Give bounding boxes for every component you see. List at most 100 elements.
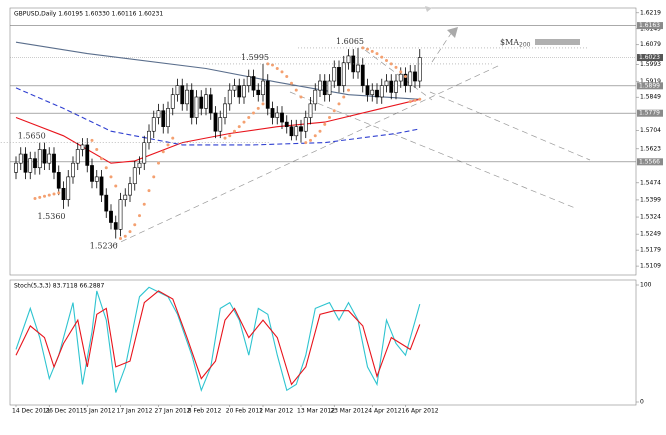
sar-dot: [95, 147, 99, 151]
x-tick-label: 13 Mar 2012: [297, 408, 335, 415]
candle-body: [185, 89, 189, 105]
sar-dot: [233, 129, 236, 133]
sar-dot: [347, 88, 350, 92]
candle-body: [213, 112, 218, 132]
x-tick-label: 8 Feb 2012: [188, 408, 222, 415]
candle-body: [394, 80, 398, 93]
stoch-tick-label: 0: [640, 399, 644, 406]
sar-dot: [385, 58, 388, 62]
sar-dot: [100, 157, 103, 161]
sar-dot: [223, 136, 227, 140]
sar-dot: [399, 70, 403, 74]
sar-dot: [266, 62, 270, 66]
candle-body: [365, 85, 370, 96]
candle-body: [294, 126, 299, 137]
x-tick-label: 23 Mar 2012: [330, 408, 368, 415]
x-tick-label: 17 Jan 2012: [117, 408, 153, 415]
sar-dot: [304, 141, 308, 145]
candle-body: [370, 89, 375, 96]
candle-body: [151, 117, 156, 132]
candle-body: [337, 67, 341, 86]
level-box: [637, 82, 663, 90]
candle-body: [341, 62, 346, 86]
x-tick-label: 5 Jan 2012: [83, 408, 115, 415]
sar-dot: [271, 63, 274, 67]
candle-body: [246, 76, 251, 86]
sar-dot: [332, 109, 336, 113]
candle-body: [33, 158, 37, 169]
x-tick-label: 4 Apr 2012: [368, 408, 401, 415]
chart-title: GBPUSD,Daily 1.60195 1.60330 1.60116 1.6…: [14, 11, 163, 18]
candle-body: [189, 89, 194, 118]
candle-body: [61, 187, 66, 200]
sar-dot: [237, 125, 241, 129]
sar-dot: [342, 95, 346, 99]
x-tick-label: 1 Mar 2012: [259, 408, 293, 415]
y-tick-label: 1.5324: [640, 214, 661, 221]
candle-body: [261, 80, 265, 96]
sar-dot: [280, 70, 284, 74]
stoch-title: Stoch(5,3,3) 83.7118 66.2887: [14, 283, 105, 290]
candle-body: [71, 162, 75, 178]
candle-body: [356, 64, 360, 73]
candle-body: [237, 85, 242, 98]
candle-body: [37, 149, 42, 169]
y-tick-label: 1.5109: [640, 263, 661, 270]
candle-body: [80, 144, 85, 150]
sar-dot: [261, 102, 265, 106]
sar-dot: [166, 143, 170, 147]
sar-dot: [33, 197, 37, 201]
candle-body: [137, 162, 142, 169]
level-box: [637, 109, 663, 117]
candle-body: [113, 222, 118, 230]
sar-dot: [285, 74, 289, 78]
y-tick-label: 1.5623: [640, 145, 661, 152]
candle-body: [18, 153, 23, 164]
candle-body: [132, 167, 137, 185]
sar-dot: [38, 195, 42, 199]
arrow-head: [447, 27, 458, 38]
candle-body: [147, 130, 151, 143]
sar-dot: [52, 192, 56, 196]
sar-dot: [133, 223, 137, 227]
sar-dot: [394, 65, 398, 69]
sar-dot: [361, 46, 365, 50]
candle-body: [242, 85, 246, 98]
candle-body: [175, 85, 180, 96]
candle-body: [128, 183, 132, 196]
y-tick-label: 1.5474: [640, 179, 661, 186]
candle-body: [56, 172, 61, 189]
y-tick-label: 1.5399: [640, 196, 661, 203]
candle-body: [384, 80, 389, 86]
sar-dot: [380, 55, 384, 59]
level-label: 1.5899: [639, 82, 660, 89]
candle-body: [332, 67, 337, 82]
candle-body: [299, 126, 303, 132]
sar-dot: [337, 102, 341, 106]
candle-body: [66, 176, 71, 200]
candle-body: [166, 108, 170, 127]
x-tick-label: 26 Dec 2011: [45, 408, 84, 415]
candle-body: [303, 117, 308, 132]
sar-dot: [413, 98, 417, 102]
sar-dot: [404, 74, 407, 78]
candle-body: [408, 71, 413, 86]
sar-dot: [252, 111, 255, 115]
candle-body: [275, 112, 280, 118]
level-box: [637, 158, 663, 166]
ma-period: 200: [519, 42, 531, 49]
candle-body: [360, 64, 365, 86]
ma-legend-swatch: [535, 39, 580, 45]
candle-body: [90, 165, 94, 182]
sar-dot: [43, 194, 46, 198]
annotation: 1.5995: [241, 53, 269, 62]
level-box: [637, 22, 663, 30]
annotation: 1.5360: [38, 212, 66, 221]
sar-dot: [294, 88, 298, 92]
candle-body: [403, 73, 408, 86]
candle-body: [256, 89, 261, 96]
x-tick-label: 14 Dec 2011: [12, 408, 51, 415]
annotation: 1.6065: [336, 37, 364, 46]
candle-body: [289, 126, 294, 137]
